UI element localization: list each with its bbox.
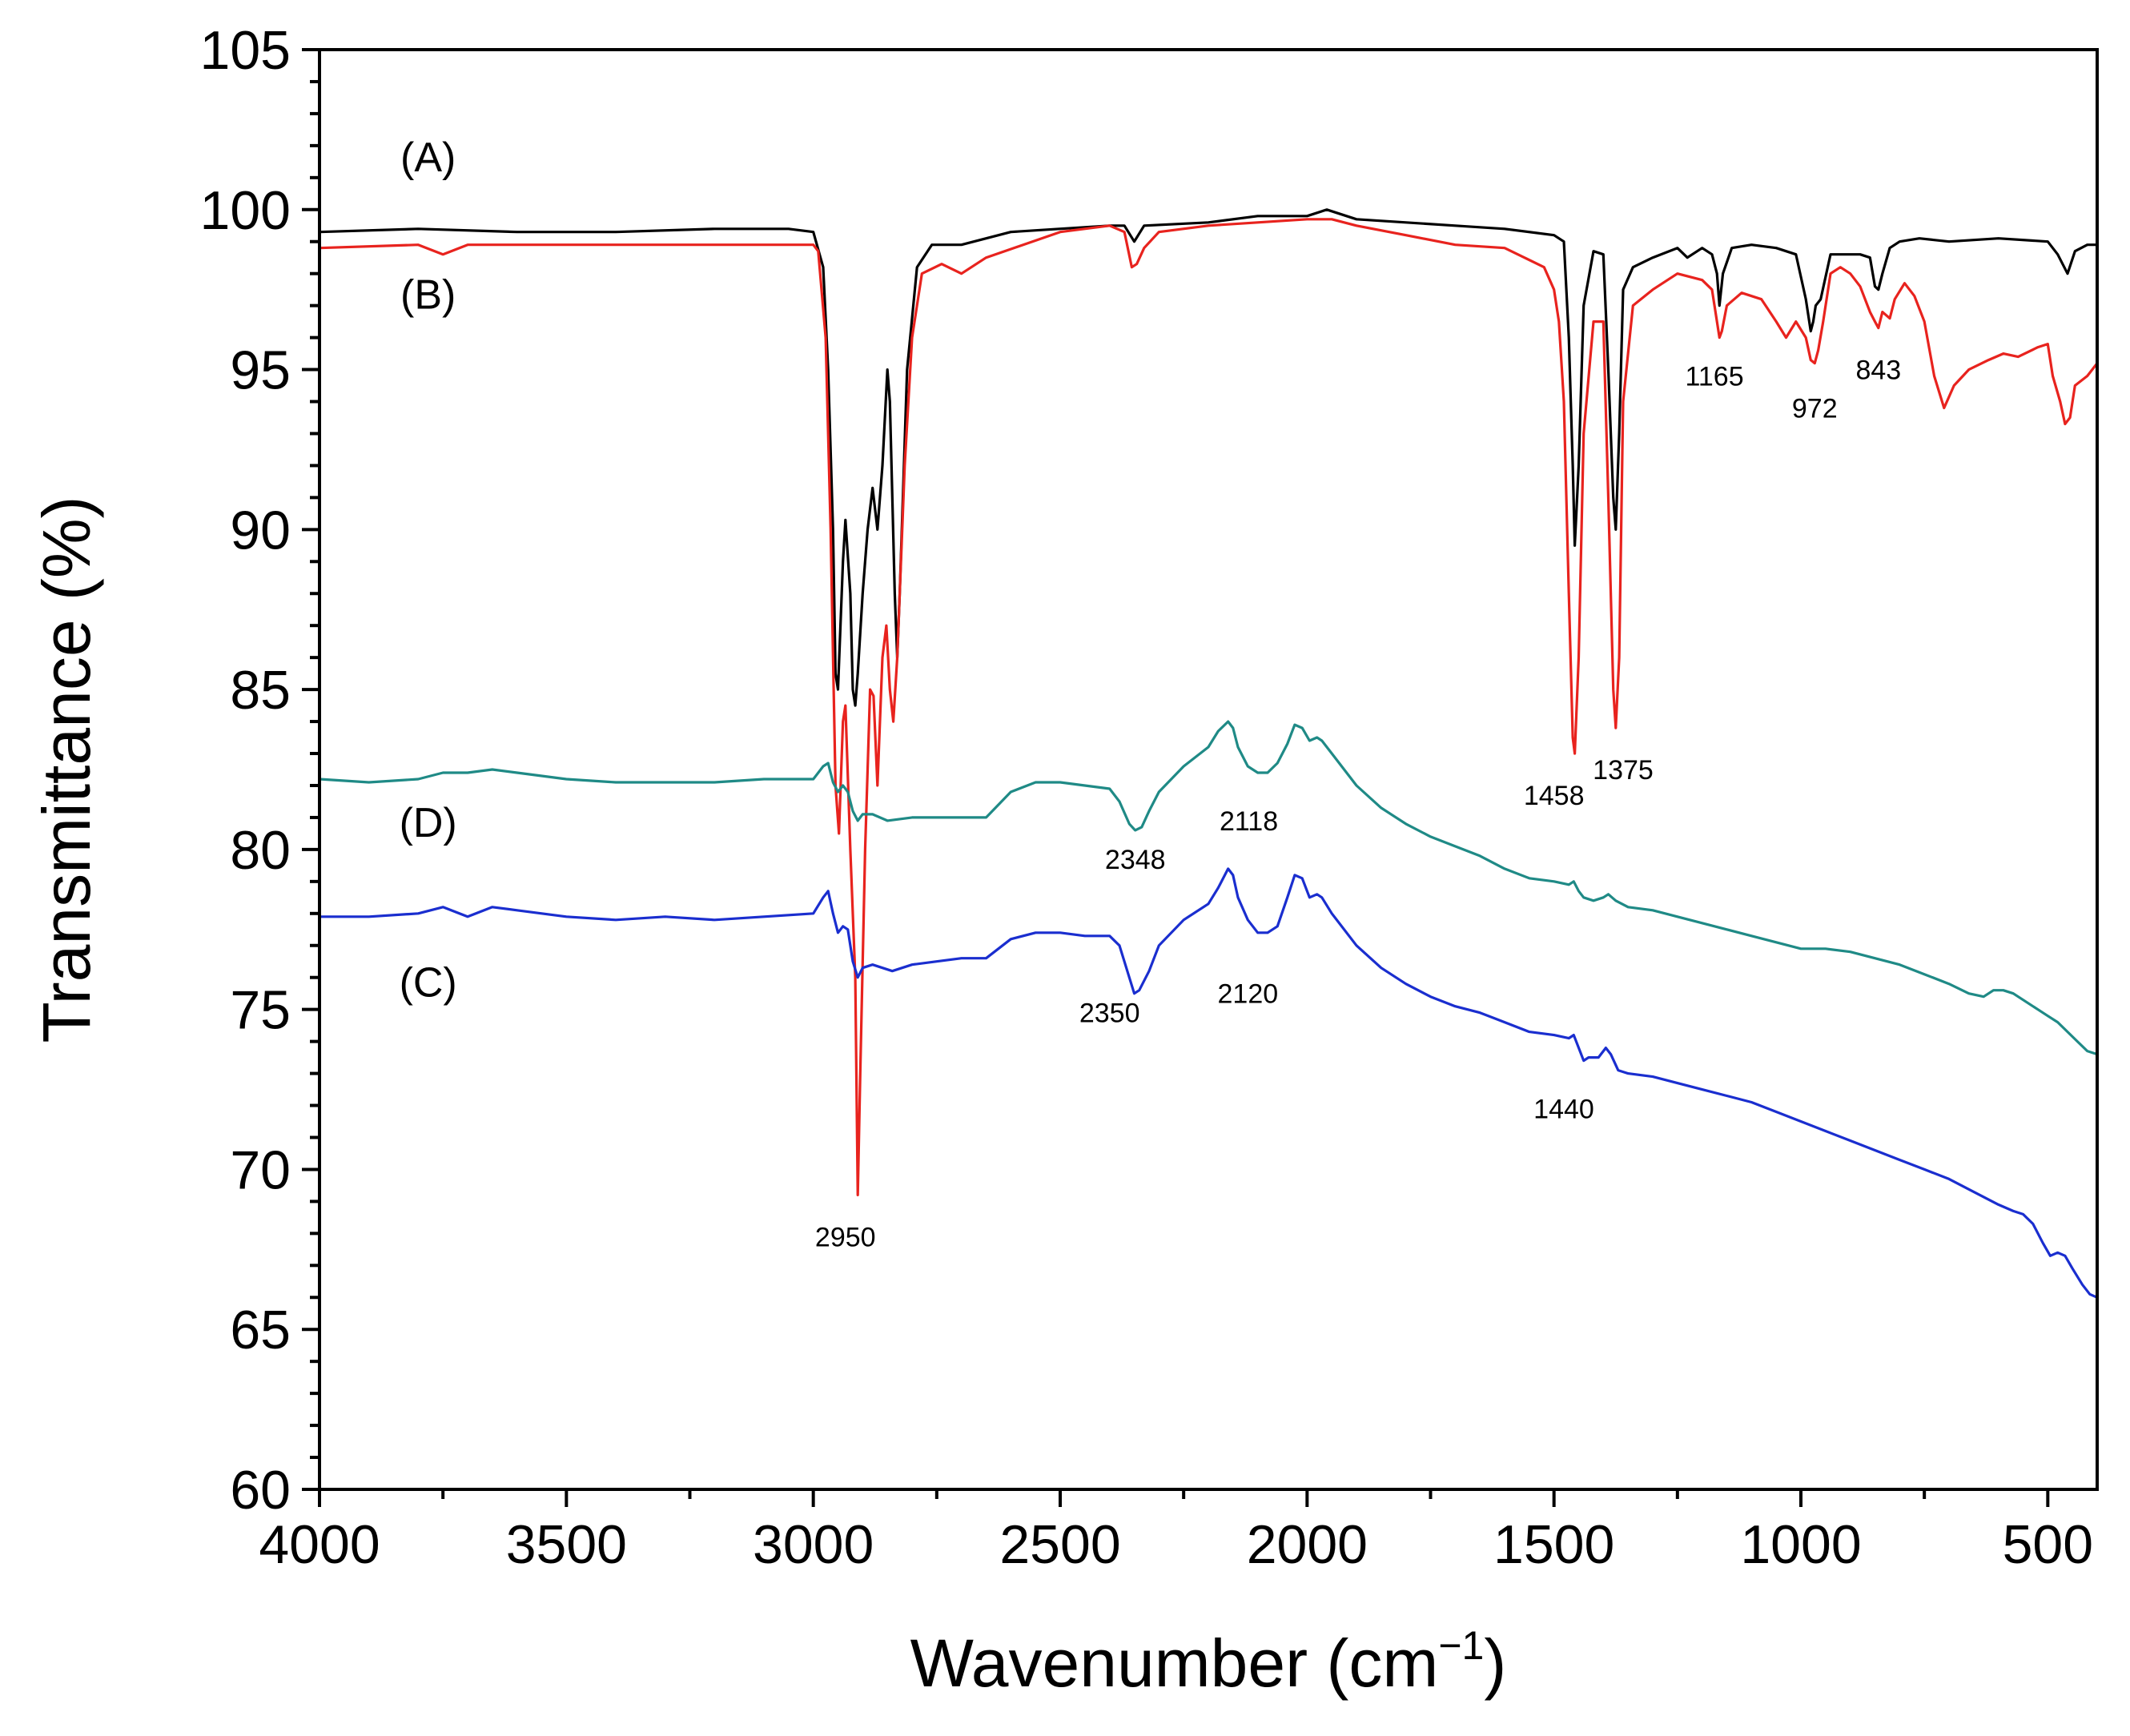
peak-label-972: 972 [1792,393,1838,424]
x-axis-title-sup: −1 [1438,1623,1484,1668]
x-tick-label: 1000 [1740,1514,1861,1575]
y-tick-label: 105 [200,20,291,81]
x-tick-label: 1500 [1493,1514,1614,1575]
x-tick-label: 3000 [753,1514,874,1575]
peak-label-1375: 1375 [1593,755,1654,786]
y-tick-label: 80 [230,820,291,881]
y-tick-label: 85 [230,660,291,721]
series-label-b: (B) [400,272,456,319]
x-tick-label: 2500 [999,1514,1120,1575]
y-tick-label: 90 [230,500,291,561]
peak-label-2950: 2950 [815,1222,876,1252]
series-labels: (A) (B) (D) (C) [400,135,457,1007]
series-line-d [318,720,2099,1056]
series-label-d: (D) [400,800,457,846]
peak-label-843: 843 [1855,356,1901,386]
peak-label-1165: 1165 [1686,362,1744,392]
y-tick-label: 60 [230,1460,291,1521]
x-tick-label: 500 [2003,1514,2093,1575]
y-axis-title: Transmittance (%) [29,496,104,1043]
series-line-c [318,867,2099,1299]
series-line-b [318,218,2099,1196]
y-tick-label: 70 [230,1139,291,1200]
y-tick-label: 75 [230,980,291,1041]
x-axis-title-main: Wavenumber (cm [910,1625,1439,1701]
plot-frame [318,48,2099,1491]
peak-label-2348: 2348 [1105,845,1166,875]
series-label-a: (A) [400,135,456,181]
peak-label-2120: 2120 [1218,979,1279,1010]
axis-tick-labels: 4000 3500 3000 2500 2000 1500 1000 500 60 65 70 75 8… [200,20,2094,1575]
peak-label-1458: 1458 [1524,781,1585,811]
x-axis-title: Wavenumber (cm−1) [910,1623,1507,1701]
peak-label-1440: 1440 [1533,1095,1594,1125]
peak-label-2350: 2350 [1079,999,1140,1029]
x-tick-label: 3500 [506,1514,627,1575]
x-axis-title-close: ) [1484,1625,1506,1701]
peak-annotations: 1165 972 843 1458 1375 2118 2348 2350 2120 1440 29… [815,356,1901,1253]
series-label-c: (C) [400,960,457,1007]
y-tick-label: 65 [230,1300,291,1360]
x-tick-label: 4000 [259,1514,380,1575]
y-tick-label: 100 [200,180,291,241]
y-tick-label: 95 [230,340,291,401]
plot-lines [318,208,2099,1299]
axis-ticks [302,48,2050,1507]
series-line-a [318,208,2099,707]
x-tick-label: 2000 [1247,1514,1368,1575]
peak-label-2118: 2118 [1220,806,1278,837]
